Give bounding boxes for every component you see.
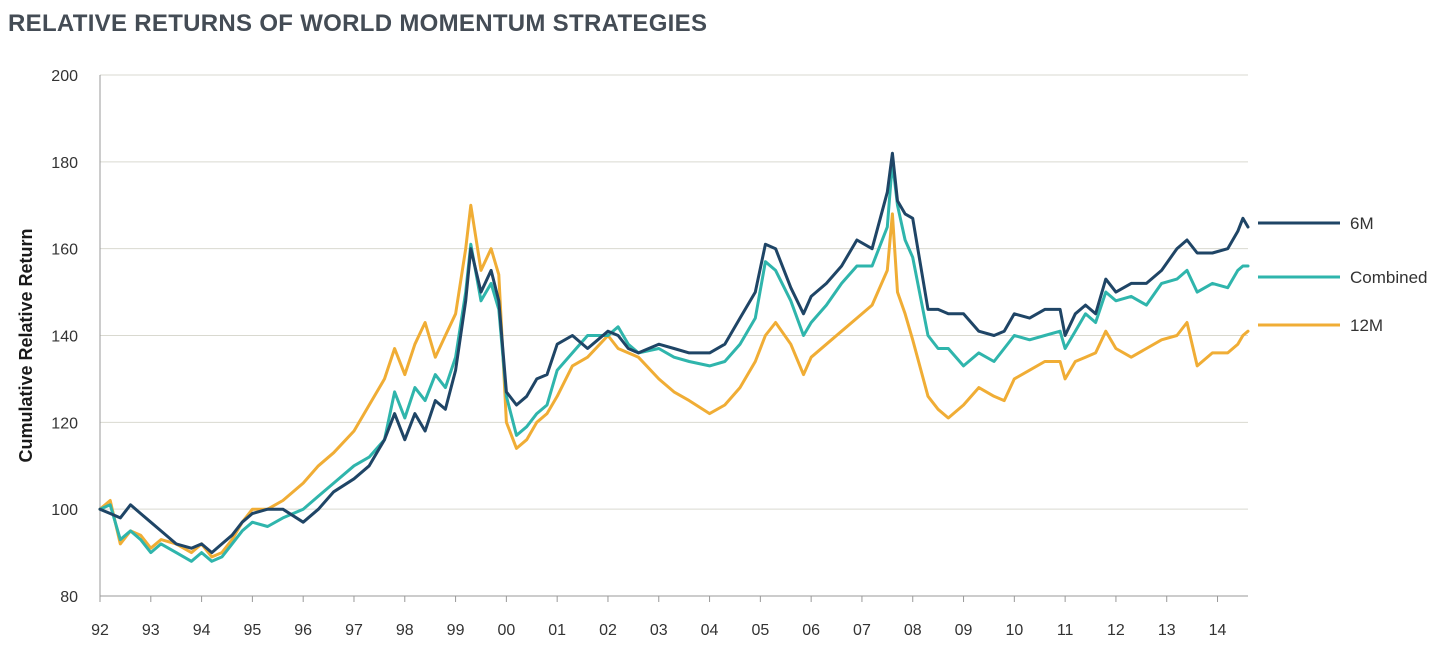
x-tick-label: 97 (345, 622, 363, 639)
y-tick-label: 140 (51, 329, 78, 346)
y-axis-label: Cumulative Relative Return (16, 228, 36, 462)
x-tick-label: 93 (142, 622, 160, 639)
x-tick-label: 14 (1209, 622, 1227, 639)
legend: 6M Combined 12M (1258, 214, 1428, 335)
x-tick-label: 96 (294, 622, 312, 639)
x-tick-label: 02 (599, 622, 617, 639)
chart-title: RELATIVE RETURNS OF WORLD MOMENTUM STRAT… (8, 10, 708, 37)
x-tick-label: 95 (243, 622, 261, 639)
x-tick-label: 10 (1005, 622, 1023, 639)
y-tick-label: 160 (51, 242, 78, 259)
legend-label: 12M (1350, 316, 1383, 335)
x-tick-label: 04 (701, 622, 719, 639)
x-tick-label: 01 (548, 622, 566, 639)
series-line-combined (98, 160, 1250, 563)
y-tick-label: 80 (60, 589, 78, 606)
x-tick-label: 13 (1158, 622, 1176, 639)
x-tick-label: 12 (1107, 622, 1125, 639)
series-line-12m (98, 203, 1250, 559)
x-tick-label: 92 (91, 622, 109, 639)
x-tick-label: 06 (802, 622, 820, 639)
series-line-6m (98, 151, 1250, 555)
x-tick-label: 03 (650, 622, 668, 639)
legend-label: Combined (1350, 268, 1428, 287)
x-tick-label: 99 (447, 622, 465, 639)
legend-label: 6M (1350, 214, 1374, 233)
series-lines (98, 151, 1250, 563)
y-tick-label: 180 (51, 155, 78, 172)
gridlines (100, 74, 1248, 510)
y-tick-labels: 80 100 120 140 160 180 200 (51, 68, 78, 606)
y-tick-label: 200 (51, 68, 78, 85)
y-tick-label: 100 (51, 502, 78, 519)
x-tick-label: 00 (497, 622, 515, 639)
y-tick-label: 120 (51, 415, 78, 432)
x-tick-label: 98 (396, 622, 414, 639)
x-tick-label: 05 (751, 622, 769, 639)
x-tick-label: 08 (904, 622, 922, 639)
x-tick-label: 07 (853, 622, 871, 639)
x-tick-labels: 92 93 94 95 96 97 98 99 00 01 02 03 04 05 06 07 08 09 10 11… (91, 622, 1226, 639)
x-tick-label: 11 (1057, 622, 1074, 639)
x-tick-label: 09 (955, 622, 973, 639)
x-tick-label: 94 (193, 622, 211, 639)
